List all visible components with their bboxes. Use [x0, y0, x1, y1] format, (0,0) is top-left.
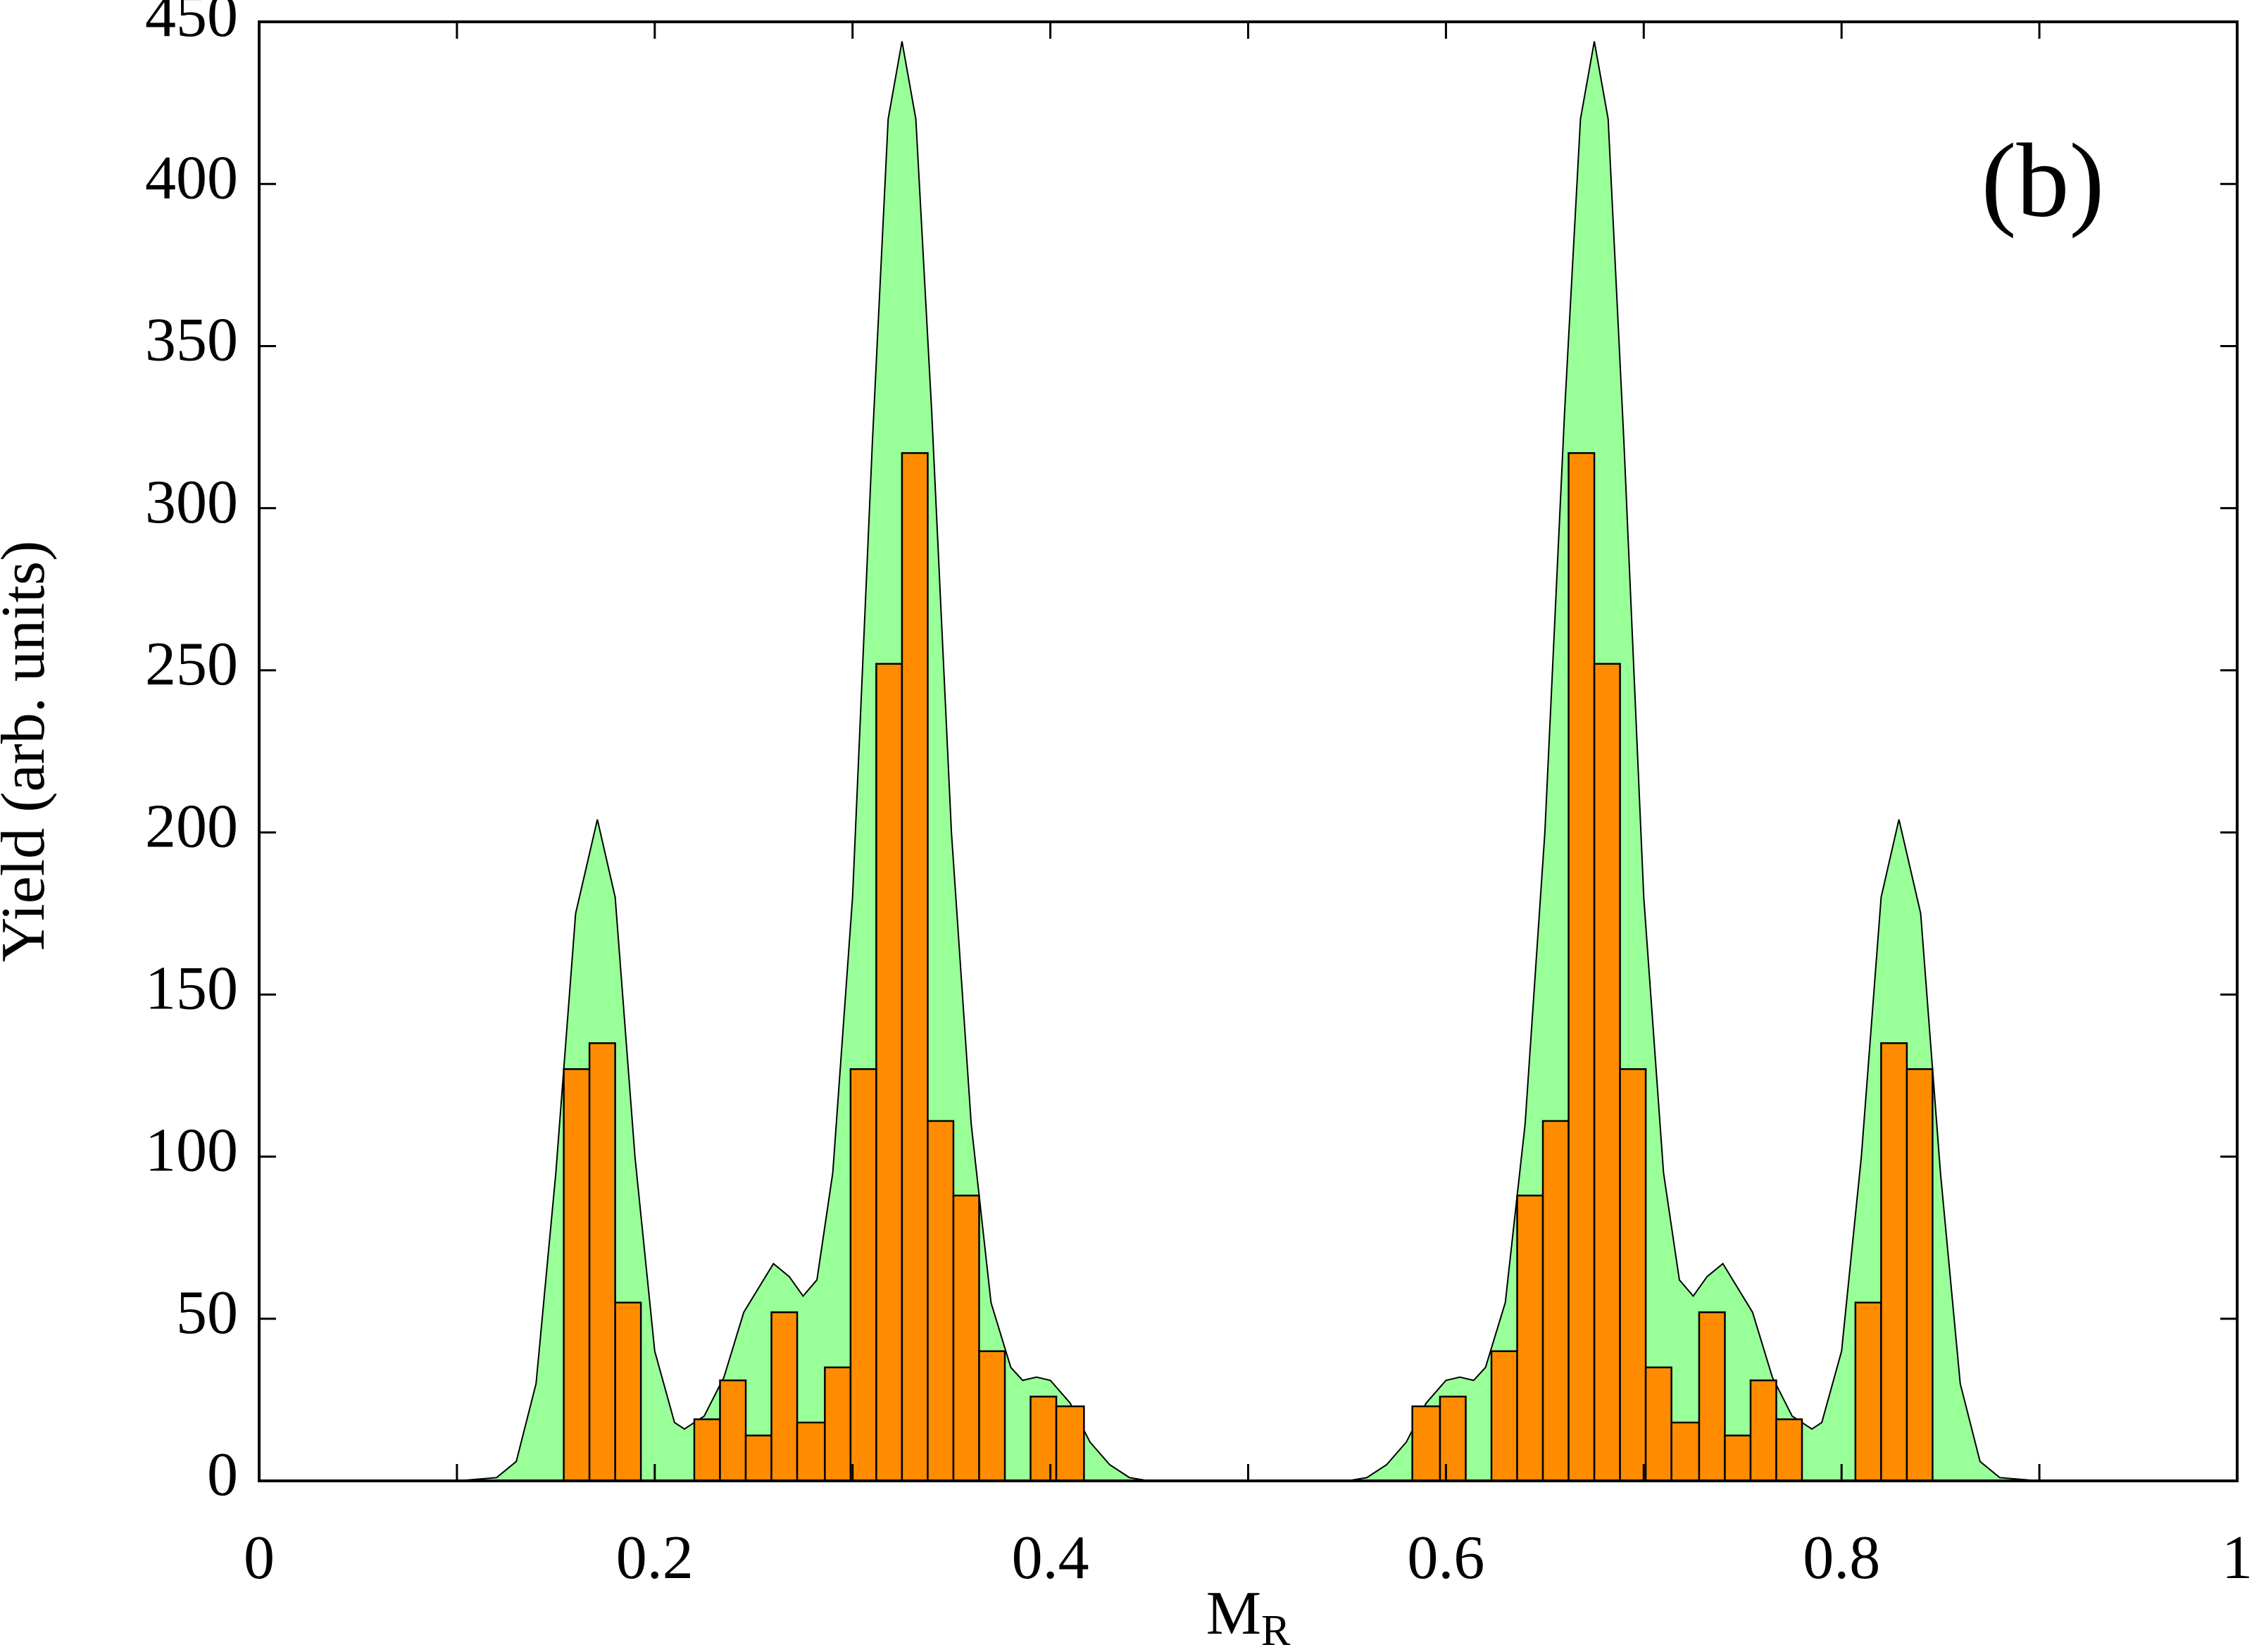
bar [1567, 452, 1596, 1482]
x-tick-label: 0.6 [1407, 1524, 1484, 1592]
bar [1644, 1366, 1672, 1482]
bar [1698, 1311, 1726, 1482]
bar [1724, 1434, 1752, 1482]
bar [978, 1350, 1006, 1482]
bar [1670, 1421, 1701, 1482]
y-tick-label: 0 [207, 1441, 238, 1509]
bar [770, 1311, 799, 1482]
y-tick-label: 400 [145, 144, 238, 212]
bar [952, 1194, 980, 1482]
curve [456, 41, 2040, 1482]
y-tick-label: 300 [145, 468, 238, 537]
x-tick-label: 0.2 [616, 1524, 694, 1592]
y-tick-label: 50 [176, 1279, 238, 1347]
bar [1541, 1120, 1570, 1482]
x-tick-label: 0.4 [1012, 1524, 1089, 1592]
bar [1030, 1396, 1058, 1482]
x-tick-label: 0.8 [1803, 1524, 1880, 1592]
y-tick-label: 200 [145, 792, 238, 861]
x-tick-label: 1 [2222, 1524, 2253, 1592]
bar [1880, 1042, 1908, 1482]
bar [1854, 1301, 1882, 1482]
bar [563, 1068, 591, 1482]
y-tick-label: 250 [145, 630, 238, 699]
bar [796, 1421, 826, 1482]
bar [744, 1434, 772, 1482]
bar [901, 452, 929, 1482]
x-axis-label-sub: R [1261, 1607, 1291, 1652]
bar [1439, 1396, 1467, 1482]
bar [1411, 1405, 1441, 1482]
bar [1906, 1068, 1934, 1482]
bar [1775, 1418, 1803, 1482]
y-tick-label: 350 [145, 306, 238, 375]
x-axis-label-main: M [1206, 1579, 1261, 1648]
bar [1516, 1194, 1544, 1482]
bar [1490, 1350, 1518, 1482]
bar [1593, 663, 1621, 1482]
panel-label: (b) [1982, 122, 2105, 239]
y-tick-label: 450 [145, 0, 238, 50]
x-tick-label: 0 [244, 1524, 275, 1592]
bar [693, 1418, 721, 1482]
bar [588, 1042, 616, 1482]
bar [927, 1120, 955, 1482]
bar [849, 1068, 877, 1482]
y-axis-label: Yield (arb. units) [0, 541, 58, 963]
y-tick-label: 100 [145, 1117, 238, 1185]
bar [1619, 1068, 1647, 1482]
bar [1749, 1379, 1777, 1482]
bar [719, 1379, 747, 1482]
bar [614, 1301, 642, 1482]
x-axis-label: MR [1206, 1579, 1291, 1652]
bar [1055, 1405, 1085, 1482]
bar [875, 663, 903, 1482]
curve-fill [456, 41, 2040, 1481]
y-tick-label: 150 [145, 955, 238, 1023]
bar [824, 1366, 852, 1482]
